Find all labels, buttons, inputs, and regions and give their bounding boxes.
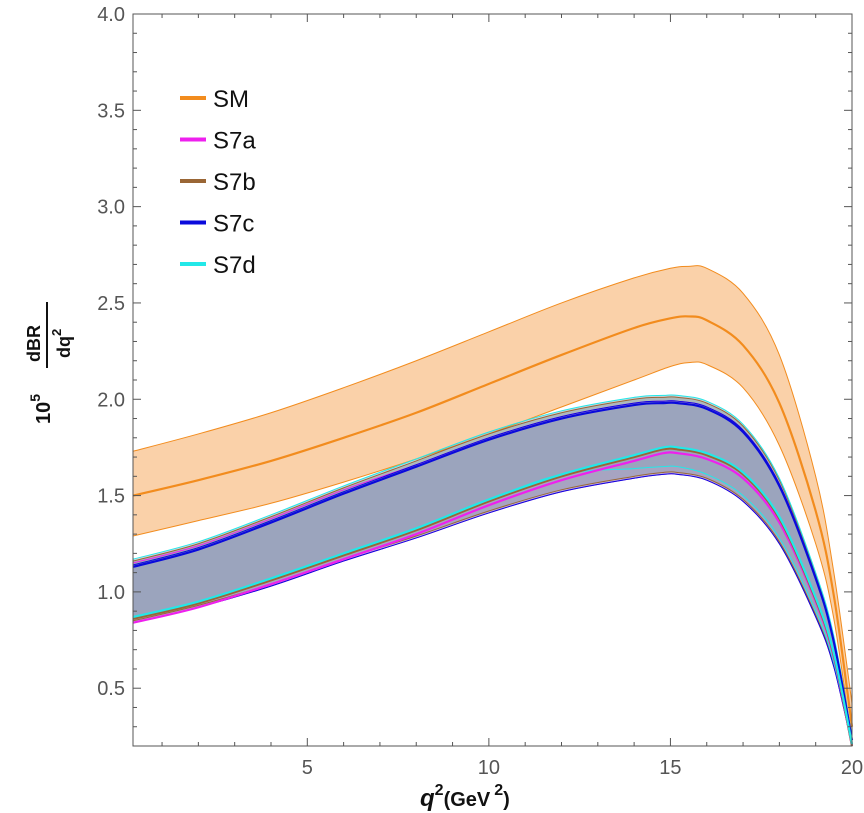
band-lower-edge-s7a	[132, 473, 853, 747]
x-axis-ticks: 5 10 15 20	[161, 14, 863, 779]
uncertainty-bands	[133, 265, 852, 746]
x-axis-title-base: q	[420, 785, 435, 812]
x-tick-label: 15	[659, 757, 681, 779]
legend-label-s7d: S7d	[213, 252, 256, 279]
y-axis-title-denominator-sup: 2	[49, 329, 64, 336]
y-tick-label: 4.0	[97, 4, 125, 26]
x-axis-title-sup: 2	[435, 782, 444, 799]
band-upper-edge-sm	[132, 265, 853, 704]
x-tick-label: 5	[302, 757, 313, 779]
x-axis-title-unit-close: )	[503, 789, 510, 811]
legend-label-s7a: S7a	[213, 128, 256, 155]
x-axis-title-unit-sup: 2	[494, 782, 503, 799]
legend: SM S7a S7b S7c S7d	[180, 86, 256, 279]
band-lower-edge-sm	[132, 361, 853, 743]
line-s7c	[132, 401, 854, 741]
band-s7a	[133, 400, 852, 746]
line-s7d	[132, 445, 854, 745]
y-tick-label: 2.0	[97, 389, 125, 411]
x-axis-title-unit-open: (GeV	[444, 789, 491, 811]
band-sm	[133, 265, 852, 743]
x-axis-title: q2(GeV 2)	[420, 782, 510, 812]
y-axis-title-factor: 105	[27, 394, 55, 424]
band-s7d	[133, 394, 852, 745]
y-axis-title-denominator: dq2	[49, 329, 74, 358]
band-lower-edge-s7b	[132, 471, 853, 747]
legend-label-sm: SM	[213, 86, 249, 113]
y-tick-label: 0.5	[97, 678, 125, 700]
y-axis-title-numerator: dBR	[24, 325, 44, 362]
central-lines	[132, 315, 854, 747]
y-axis-title: 105 dBR dq2	[24, 302, 74, 424]
y-tick-label: 1.0	[97, 582, 125, 604]
y-tick-label: 3.0	[97, 197, 125, 219]
legend-label-s7c: S7c	[213, 211, 254, 238]
x-tick-label: 10	[478, 757, 500, 779]
y-axis-title-factor-sup: 5	[27, 394, 43, 402]
band-lower-edge-s7c	[132, 473, 853, 747]
y-tick-label: 1.5	[97, 486, 125, 508]
x-tick-label: 20	[841, 757, 863, 779]
y-tick-label: 2.5	[97, 293, 125, 315]
band-upper-edge-s7d	[132, 394, 853, 737]
band-upper-edge-s7b	[132, 396, 853, 737]
y-axis-ticks: 0.5 1.0 1.5 2.0 2.5 3.0 3.5 4.0	[97, 4, 852, 728]
band-s7b	[133, 396, 852, 746]
y-tick-label: 3.5	[97, 100, 125, 122]
line-sm	[132, 315, 854, 727]
band-s7c	[133, 400, 852, 746]
legend-label-s7b: S7b	[213, 169, 256, 196]
